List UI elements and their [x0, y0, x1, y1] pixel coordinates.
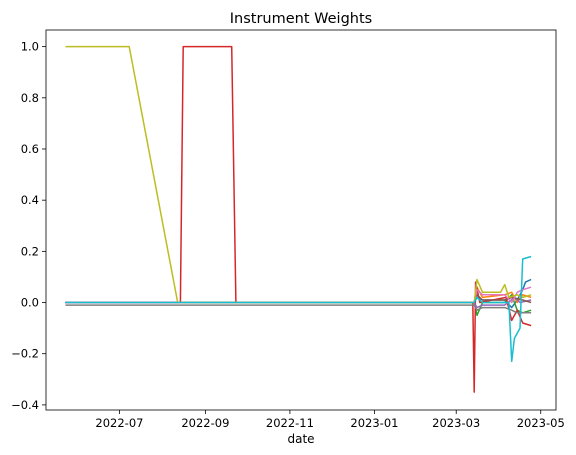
y-tick-label: 0.6 — [21, 142, 39, 156]
y-tick-label: 0.8 — [21, 91, 39, 105]
series-line-7 — [65, 286, 532, 304]
x-tick-label: 2023-01 — [350, 416, 398, 430]
y-tick-label: 0.0 — [21, 296, 39, 310]
series-line-2 — [65, 286, 532, 304]
y-tick-label: 1.0 — [21, 40, 39, 54]
x-axis-label: date — [287, 432, 314, 446]
x-tick-label: 2022-07 — [95, 416, 143, 430]
chart-title: Instrument Weights — [230, 11, 372, 27]
plot-area — [45, 29, 557, 411]
x-tick-label: 2023-03 — [432, 416, 480, 430]
series-line-1 — [65, 278, 532, 309]
y-axis: 1.0 0.8 0.6 0.4 0.2 0.0 −0.2 −0.4 — [11, 40, 46, 412]
series-line-5 — [65, 296, 532, 309]
x-tick-label: 2022-11 — [266, 416, 314, 430]
series-layer — [65, 45, 532, 393]
y-tick-label: 0.4 — [21, 193, 39, 207]
plot-frame — [45, 29, 557, 411]
series-line-8 — [65, 304, 532, 314]
series-line-10 — [65, 255, 532, 363]
y-tick-label: 0.2 — [21, 244, 39, 258]
y-tick-label: −0.2 — [11, 347, 39, 361]
x-tick-label: 2023-05 — [517, 416, 565, 430]
x-axis: 2022-07 2022-09 2022-11 2023-01 2023-03 2023-… — [95, 410, 565, 430]
series-line-9 — [65, 45, 532, 304]
series-line-4 — [65, 45, 532, 393]
y-tick-label: −0.4 — [11, 398, 39, 412]
series-line-6 — [65, 294, 532, 304]
x-tick-label: 2022-09 — [181, 416, 229, 430]
